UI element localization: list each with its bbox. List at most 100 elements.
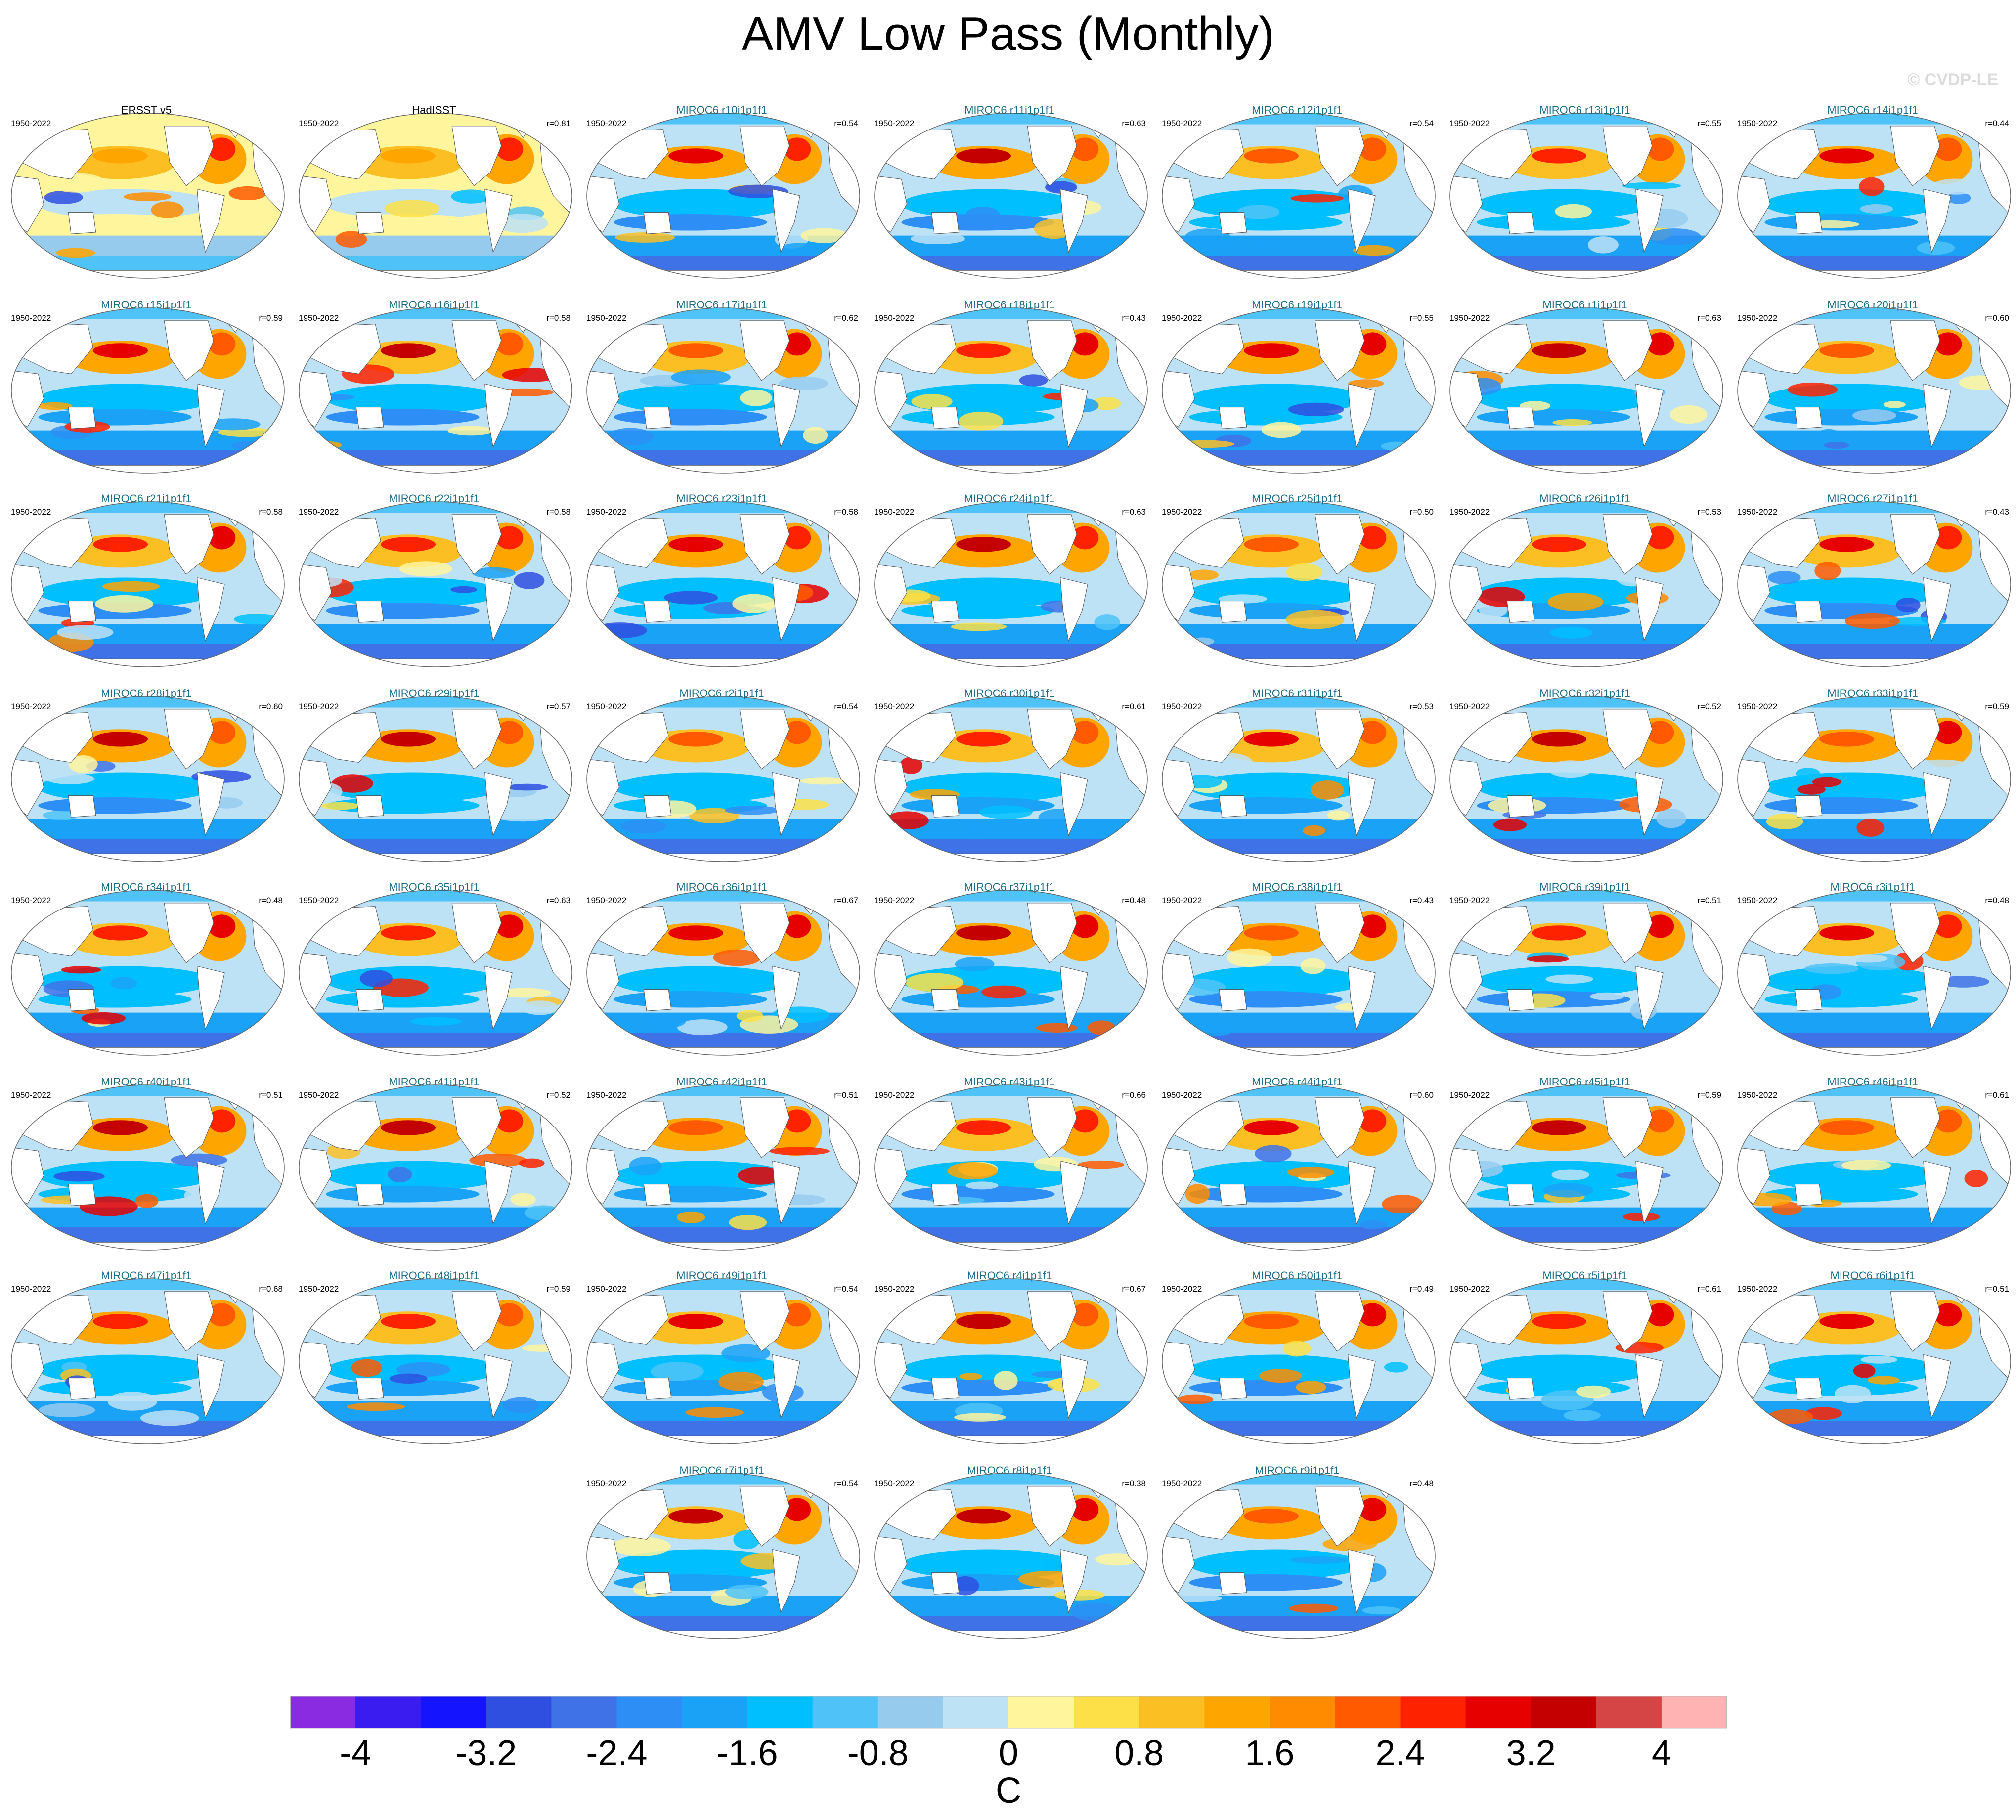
anomaly-blob [1259, 238, 1282, 246]
map-outline [1162, 307, 1436, 474]
land-mass [586, 658, 860, 667]
panel-correlation: r=0.63 [1697, 313, 1721, 323]
panel-years: 1950-2022 [299, 119, 339, 128]
land-mass [1794, 212, 1823, 234]
land-mass [739, 1097, 789, 1158]
anomaly-blob [1095, 1553, 1139, 1566]
anomaly-blob [781, 243, 828, 252]
north-atlantic-core [208, 914, 236, 938]
north-pacific-core [93, 537, 148, 552]
land-mass [1506, 601, 1535, 623]
land-mass [643, 1378, 672, 1400]
land-mass [197, 772, 225, 836]
anomaly-blob [450, 586, 478, 593]
panel-title: MIROC6 r17i1p1f1 [676, 299, 767, 311]
sst-map [11, 307, 285, 474]
land-mass [1449, 465, 1723, 473]
map-outline [1449, 696, 1723, 862]
colorbar-tick-label: -0.8 [847, 1733, 909, 1773]
colorbar-swatch [1074, 1696, 1139, 1728]
anomaly-blob [1188, 569, 1219, 581]
panel-title: MIROC6 r23i1p1f1 [676, 492, 767, 505]
colorbar-tick-label: -3.2 [455, 1733, 517, 1773]
land-mass [1449, 1147, 1483, 1205]
north-atlantic-core [495, 1109, 524, 1133]
panel-title: MIROC6 r5i1p1f1 [1542, 1269, 1627, 1282]
anomaly-blob [396, 1362, 451, 1377]
land-mass [586, 759, 620, 816]
anomaly-blob [725, 1584, 769, 1600]
land-mass [1162, 1147, 1195, 1205]
map-panel: MIROC6 r12i1p1f1 1950-2022 r=0.54 [1156, 104, 1439, 295]
tropical-band [1764, 772, 1940, 803]
map-panel: MIROC6 r35i1p1f1 1950-2022 r=0.63 [293, 881, 575, 1072]
anomaly-blob [1227, 948, 1272, 967]
land-mass [1219, 1184, 1247, 1206]
panel-title: MIROC6 r45i1p1f1 [1539, 1076, 1630, 1088]
land-mass [299, 658, 572, 667]
north-pacific-core [1244, 343, 1299, 358]
map-outline [1162, 1084, 1436, 1251]
land-mass [1348, 1354, 1376, 1419]
colorbar-swatch [1400, 1696, 1466, 1728]
land-mass [586, 1047, 860, 1055]
figure-title: AMV Low Pass (Monthly) [742, 7, 1274, 60]
north-pacific-core [1244, 537, 1299, 552]
anomaly-blob [1812, 777, 1841, 787]
land-mass [1162, 1242, 1435, 1250]
north-pacific-core [1244, 925, 1299, 941]
panel-years: 1950-2022 [1162, 702, 1202, 711]
map-panel: MIROC6 r16i1p1f1 1950-2022 r=0.58 [293, 299, 575, 489]
colorbar-swatch [551, 1696, 617, 1728]
land-mass [1602, 903, 1653, 963]
sst-map [874, 890, 1148, 1056]
north-atlantic-core [208, 1109, 236, 1133]
land-mass [1219, 407, 1247, 429]
anomaly-blob [1359, 1220, 1387, 1230]
tropical-band [901, 189, 1077, 219]
north-pacific-core [668, 148, 723, 164]
tropical-band [326, 1161, 501, 1191]
panel-years: 1950-2022 [586, 896, 627, 905]
land-mass [68, 601, 96, 623]
land-mass [1737, 1047, 2011, 1055]
north-atlantic-core [1071, 526, 1099, 550]
north-atlantic-core [783, 914, 811, 938]
map-panel: MIROC6 r36i1p1f1 1950-2022 r=0.67 [580, 881, 863, 1072]
land-mass [739, 126, 789, 186]
land-mass [772, 772, 800, 836]
land-mass [931, 601, 960, 623]
land-mass [874, 1147, 908, 1205]
anomaly-blob [1853, 1364, 1876, 1378]
land-mass [299, 759, 332, 816]
land-mass [484, 1354, 513, 1419]
anomaly-blob [779, 376, 829, 390]
north-atlantic-core [783, 1498, 811, 1521]
panel-grid: ERSST v5 1950-2022 HadISST 1950-2022 r=0.81 M… [11, 104, 2011, 1639]
land-mass [11, 953, 44, 1010]
land-mass [451, 320, 502, 381]
land-mass [1923, 1160, 1951, 1225]
panel-correlation: r=0.58 [259, 507, 283, 517]
map-outline [11, 890, 285, 1056]
land-mass [1449, 175, 1483, 233]
tropical-band [614, 214, 767, 231]
north-pacific-core [1819, 343, 1874, 358]
anomaly-blob [95, 595, 154, 613]
land-mass [1219, 1572, 1247, 1595]
tropical-band [614, 772, 789, 803]
north-atlantic-core [1359, 1498, 1387, 1521]
land-mass [11, 853, 284, 862]
anomaly-blob [803, 427, 828, 444]
anomaly-blob [1164, 1594, 1222, 1602]
tropical-band [1764, 966, 1940, 997]
north-atlantic-core [783, 526, 811, 550]
land-mass [1060, 577, 1088, 642]
north-pacific-core [668, 1120, 723, 1135]
anomaly-blob [57, 625, 114, 640]
north-atlantic-core [495, 332, 524, 356]
panel-title: MIROC6 r31i1p1f1 [1252, 687, 1343, 699]
panel-years: 1950-2022 [874, 1479, 915, 1488]
panel-correlation: r=0.54 [834, 702, 858, 711]
land-mass [1315, 126, 1365, 186]
